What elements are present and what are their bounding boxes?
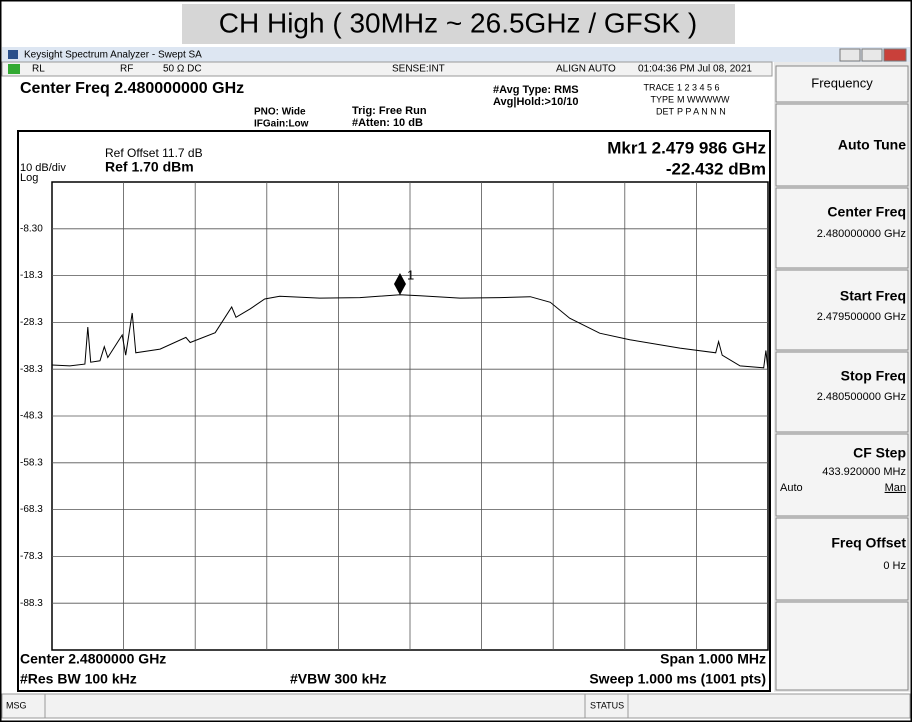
scale: 10 dB/div	[20, 162, 66, 174]
footer-center: Center 2.4800000 GHz	[20, 651, 166, 667]
menu-title-text: Frequency	[811, 75, 873, 90]
softkey-label: CF Step	[853, 445, 906, 461]
maximize-button[interactable]	[861, 48, 883, 62]
det-value: P P A N N N	[677, 106, 726, 116]
footer-sweep: Sweep 1.000 ms (1001 pts)	[589, 671, 766, 687]
y-tick-label: -78.3	[20, 551, 43, 562]
y-tick-label: -58.3	[20, 457, 43, 468]
softkey-option: Man	[885, 482, 906, 494]
trace	[51, 294, 769, 371]
marker	[393, 272, 406, 295]
rl: RL	[32, 64, 45, 75]
minimize-button[interactable]	[839, 48, 861, 62]
avg-hold: Avg|Hold:>10/10	[493, 96, 579, 108]
type-label: TYPE	[650, 94, 674, 104]
y-tick-label: -88.3	[20, 598, 43, 609]
type-value: M WWWWW	[677, 94, 730, 104]
softkey[interactable]	[775, 103, 909, 187]
marker-readout: Mkr1 2.479 986 GHz	[607, 138, 766, 157]
atten: #Atten: 10 dB	[352, 117, 423, 129]
scale-type: Log	[20, 172, 38, 184]
softkey-value: 0 Hz	[883, 560, 906, 572]
softkey[interactable]	[775, 517, 909, 601]
sense: SENSE:INT	[392, 64, 445, 75]
softkey-value: 2.480500000 GHz	[817, 391, 906, 403]
status-label: STATUS	[590, 700, 624, 710]
softkey-value: 433.920000 MHz	[822, 466, 906, 478]
softkey-label: Auto Tune	[838, 137, 906, 153]
timestamp: 01:04:36 PM Jul 08, 2021	[638, 64, 752, 75]
footer-rbw: #Res BW 100 kHz	[20, 671, 137, 687]
marker-id: 1	[407, 267, 414, 282]
lxi-icon	[8, 64, 20, 74]
pno: PNO: Wide	[254, 107, 306, 118]
trace-label: TRACE	[643, 82, 674, 92]
softkey-value: 2.480000000 GHz	[817, 228, 906, 240]
softkey-label: Stop Freq	[841, 368, 906, 384]
plot-frame	[17, 130, 771, 692]
marker-amplitude: -22.432 dBm	[666, 159, 766, 178]
status-row	[1, 61, 773, 77]
y-tick-label: -8.30	[20, 223, 43, 234]
align: ALIGN AUTO	[556, 64, 616, 75]
y-tick-label: -48.3	[20, 411, 43, 422]
softkey[interactable]	[775, 601, 909, 691]
softkey-label: Freq Offset	[831, 535, 906, 551]
softkey-value: 2.479500000 GHz	[817, 311, 906, 323]
message-bar	[1, 693, 911, 719]
trig: Trig: Free Run	[352, 105, 427, 117]
app-icon	[8, 50, 18, 59]
impedance: 50 Ω DC	[163, 64, 202, 75]
y-tick-label: -68.3	[20, 504, 43, 515]
center-freq-setting: Center Freq 2.480000000 GHz	[20, 80, 244, 97]
softkey-label: Start Freq	[840, 288, 906, 304]
ifgain: IFGain:Low	[254, 119, 309, 130]
title-band	[182, 4, 735, 44]
footer-vbw: #VBW 300 kHz	[290, 671, 386, 687]
close-button[interactable]	[883, 48, 907, 62]
page-title: CH High ( 30MHz ~ 26.5GHz / GFSK )	[219, 7, 697, 38]
grid	[51, 181, 769, 651]
softkey[interactable]	[775, 351, 909, 433]
window-titlebar	[2, 47, 910, 62]
msg-label: MSG	[6, 700, 27, 710]
avg-type: #Avg Type: RMS	[493, 84, 579, 96]
det-label: DET	[656, 106, 675, 116]
window-title: Keysight Spectrum Analyzer - Swept SA	[24, 50, 202, 61]
ref-offset: Ref Offset 11.7 dB	[105, 146, 203, 160]
footer-span: Span 1.000 MHz	[660, 651, 766, 667]
y-tick-label: -28.3	[20, 317, 43, 328]
y-tick-label: -38.3	[20, 364, 43, 375]
y-tick-label: -18.3	[20, 270, 43, 281]
softkey-option: Auto	[780, 482, 803, 494]
softkey[interactable]	[775, 187, 909, 269]
softkey-label: Center Freq	[827, 204, 906, 220]
menu-title	[775, 65, 909, 103]
ref-level: Ref 1.70 dBm	[105, 159, 194, 175]
softkey[interactable]	[775, 269, 909, 351]
rf: RF	[120, 64, 133, 75]
softkey[interactable]	[775, 433, 909, 517]
trace-value: 1 2 3 4 5 6	[677, 82, 720, 92]
